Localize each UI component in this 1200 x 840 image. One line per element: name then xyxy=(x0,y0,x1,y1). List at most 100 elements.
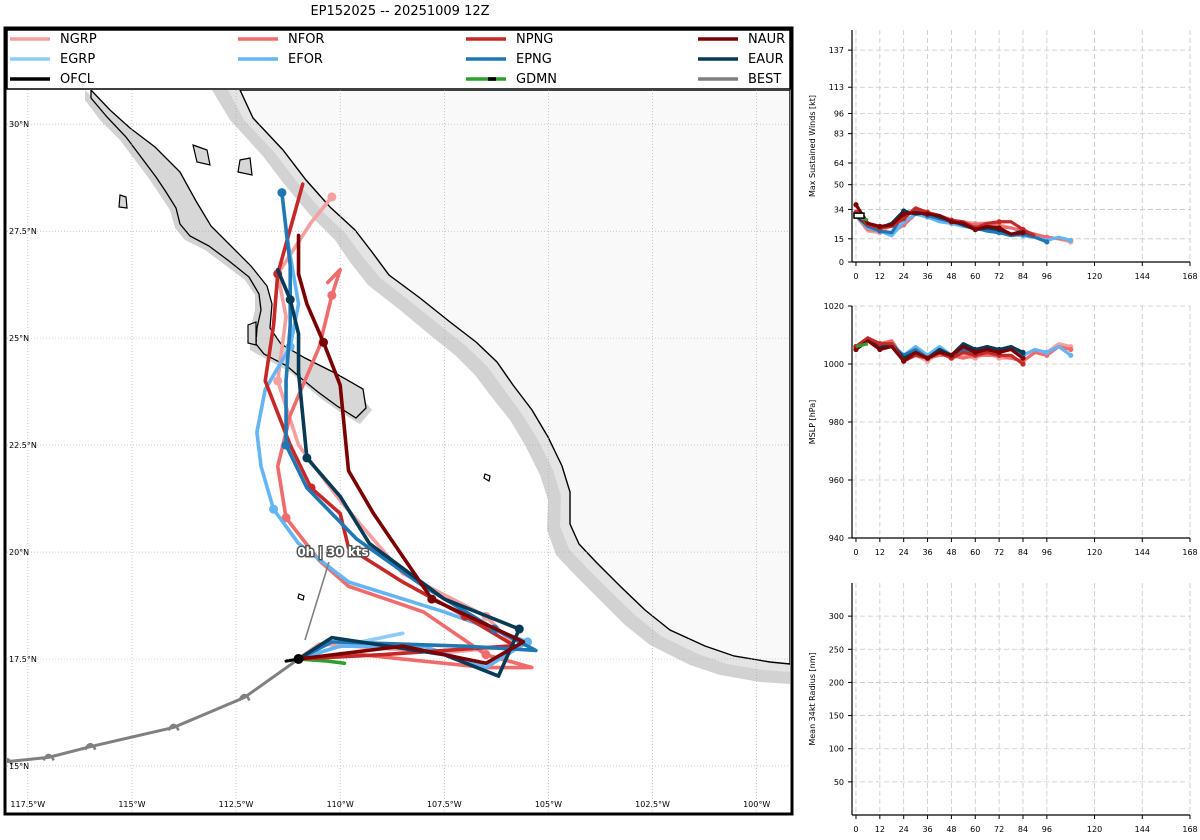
x-tick-label: 144 xyxy=(1135,548,1150,557)
lat-tick-label: 20°N xyxy=(9,548,29,557)
legend-entry-naur: NAUR xyxy=(698,32,785,47)
x-tick-label: 12 xyxy=(875,272,885,281)
series-point xyxy=(972,225,978,231)
best-track-symbol xyxy=(167,723,180,732)
x-tick-label: 84 xyxy=(1018,825,1028,834)
legend-label: NPNG xyxy=(516,32,553,47)
series-point xyxy=(996,352,1002,358)
legend-label: EFOR xyxy=(288,52,323,67)
series-point xyxy=(996,230,1002,236)
lat-tick-label: 30°N xyxy=(9,120,29,129)
x-tick-label: 12 xyxy=(875,825,885,834)
baja-peninsula xyxy=(85,90,491,601)
series-point xyxy=(853,344,859,350)
track-point xyxy=(427,594,437,604)
series-point xyxy=(1044,349,1050,355)
series-point xyxy=(924,213,931,219)
y-tick-label: 64 xyxy=(834,159,844,168)
series-point xyxy=(924,355,931,361)
series-point xyxy=(901,355,907,361)
series-point xyxy=(853,213,859,219)
x-tick-label: 84 xyxy=(1018,548,1028,557)
series-point xyxy=(1020,228,1026,234)
series-point xyxy=(1020,233,1026,239)
legend-label: BEST xyxy=(748,72,781,87)
legend-label: EPNG xyxy=(516,52,552,67)
series-nfor xyxy=(855,336,1072,363)
series-point xyxy=(853,346,859,353)
y-tick-label: 0 xyxy=(839,258,844,267)
series-point xyxy=(948,219,955,225)
y-tick-label: 980 xyxy=(829,418,844,427)
legend-label: GDMN xyxy=(516,72,557,87)
initial-position-marker xyxy=(293,653,304,664)
y-tick-label: 15 xyxy=(834,235,844,244)
series-eaur xyxy=(854,209,1036,238)
series-point xyxy=(853,344,859,350)
series-ngrp xyxy=(855,339,1072,363)
series-point xyxy=(996,219,1002,225)
series-point xyxy=(996,352,1002,358)
series-point xyxy=(1020,228,1026,234)
x-tick-label: 96 xyxy=(1042,272,1052,281)
track-line-epng xyxy=(280,190,538,661)
series-point xyxy=(901,211,907,217)
lon-tick-label: 115°W xyxy=(118,800,145,809)
legend-entry-ngrp: NGRP xyxy=(10,32,97,47)
series-point xyxy=(972,220,978,226)
map-gridlines xyxy=(7,90,790,813)
series-point xyxy=(901,222,907,228)
legend-entry-efor: EFOR xyxy=(238,52,323,67)
series-point xyxy=(1020,358,1026,364)
series-point xyxy=(972,225,978,231)
forecast-tracks xyxy=(7,182,538,766)
series-point xyxy=(901,211,907,217)
y-axis-label: Mean 34kt Radius [nm] xyxy=(808,652,817,745)
series-point xyxy=(853,213,859,219)
series-point xyxy=(1044,234,1050,240)
series-point xyxy=(996,222,1002,228)
x-tick-label: 24 xyxy=(899,548,909,557)
legend: NGRP NFOR NPNG NAUR EGRP EFOR EPNG EAUR OFCL GDMN… xyxy=(10,32,785,87)
map-frame xyxy=(3,26,794,816)
series-point xyxy=(1068,239,1074,245)
wind-panel: 0 15 34 50 64 83 96 113 137 0 12 24 36 48 60 72 84 96 120 1… xyxy=(808,30,1198,281)
x-tick-label: 96 xyxy=(1042,825,1052,834)
legend-entry-nfor: NFOR xyxy=(238,32,324,47)
x-tick-label: 84 xyxy=(1018,272,1028,281)
y-tick-label: 1000 xyxy=(824,360,844,369)
y-tick-label: 113 xyxy=(829,83,844,92)
x-tick-label: 0 xyxy=(853,272,858,281)
pressure-panel: 940 960 980 1000 1020 0 12 24 36 48 60 72 84 96 120 144… xyxy=(808,302,1198,557)
y-tick-label: 100 xyxy=(829,745,844,754)
legend-label: EGRP xyxy=(60,52,95,67)
series-point xyxy=(948,219,955,225)
track-point xyxy=(327,290,337,300)
series-point xyxy=(853,344,859,350)
track-line-npng xyxy=(263,182,517,661)
series-point xyxy=(996,349,1002,355)
series-point xyxy=(877,341,883,347)
series-point xyxy=(972,355,978,361)
series-point xyxy=(1020,358,1026,364)
x-tick-label: 36 xyxy=(922,272,932,281)
x-tick-label: 120 xyxy=(1087,548,1102,557)
x-tick-label: 168 xyxy=(1182,548,1197,557)
track-point xyxy=(514,624,524,634)
series-npng xyxy=(855,336,1024,366)
track-point xyxy=(269,504,279,514)
series-point xyxy=(853,213,859,219)
series-point xyxy=(1020,352,1026,358)
lon-tick-label: 102.5°W xyxy=(635,800,670,809)
series-point xyxy=(924,211,931,217)
lon-tick-label: 117.5°W xyxy=(10,800,45,809)
lon-tick-label: 105°W xyxy=(535,800,562,809)
series-point xyxy=(877,225,883,231)
series-point xyxy=(948,217,955,223)
series-ngrp xyxy=(854,209,1072,244)
series-point xyxy=(877,223,883,230)
series-point xyxy=(1044,349,1050,355)
longitude-labels: 117.5°W 115°W 112.5°W 110°W 107.5°W 105°W 102.… xyxy=(10,800,770,809)
lat-tick-label: 22.5°N xyxy=(9,441,37,450)
series-point xyxy=(996,225,1002,231)
